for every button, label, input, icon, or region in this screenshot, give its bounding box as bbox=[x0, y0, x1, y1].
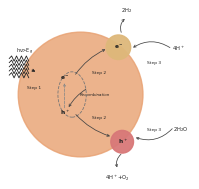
Text: h$^+$: h$^+$ bbox=[118, 137, 128, 146]
Text: 4H$^+$: 4H$^+$ bbox=[172, 44, 184, 53]
Text: h$^+$: h$^+$ bbox=[60, 108, 70, 117]
Text: 2H$_2$: 2H$_2$ bbox=[121, 6, 133, 15]
Text: Step 3: Step 3 bbox=[147, 128, 161, 132]
Circle shape bbox=[18, 32, 143, 157]
Text: hν>E$_g$: hν>E$_g$ bbox=[16, 47, 33, 57]
Text: Step 2: Step 2 bbox=[93, 116, 106, 120]
Circle shape bbox=[111, 130, 134, 153]
Text: Step 1: Step 1 bbox=[27, 86, 41, 90]
Text: e$^-$: e$^-$ bbox=[114, 43, 124, 51]
Text: Recombination: Recombination bbox=[80, 93, 110, 98]
Text: Step 2: Step 2 bbox=[93, 71, 106, 75]
Text: e$^-$: e$^-$ bbox=[60, 74, 69, 82]
Text: 2H$_2$O: 2H$_2$O bbox=[173, 125, 189, 134]
Text: Step 3: Step 3 bbox=[147, 61, 161, 65]
Circle shape bbox=[106, 35, 131, 60]
Text: 4H$^+$+O$_2$: 4H$^+$+O$_2$ bbox=[105, 173, 130, 183]
